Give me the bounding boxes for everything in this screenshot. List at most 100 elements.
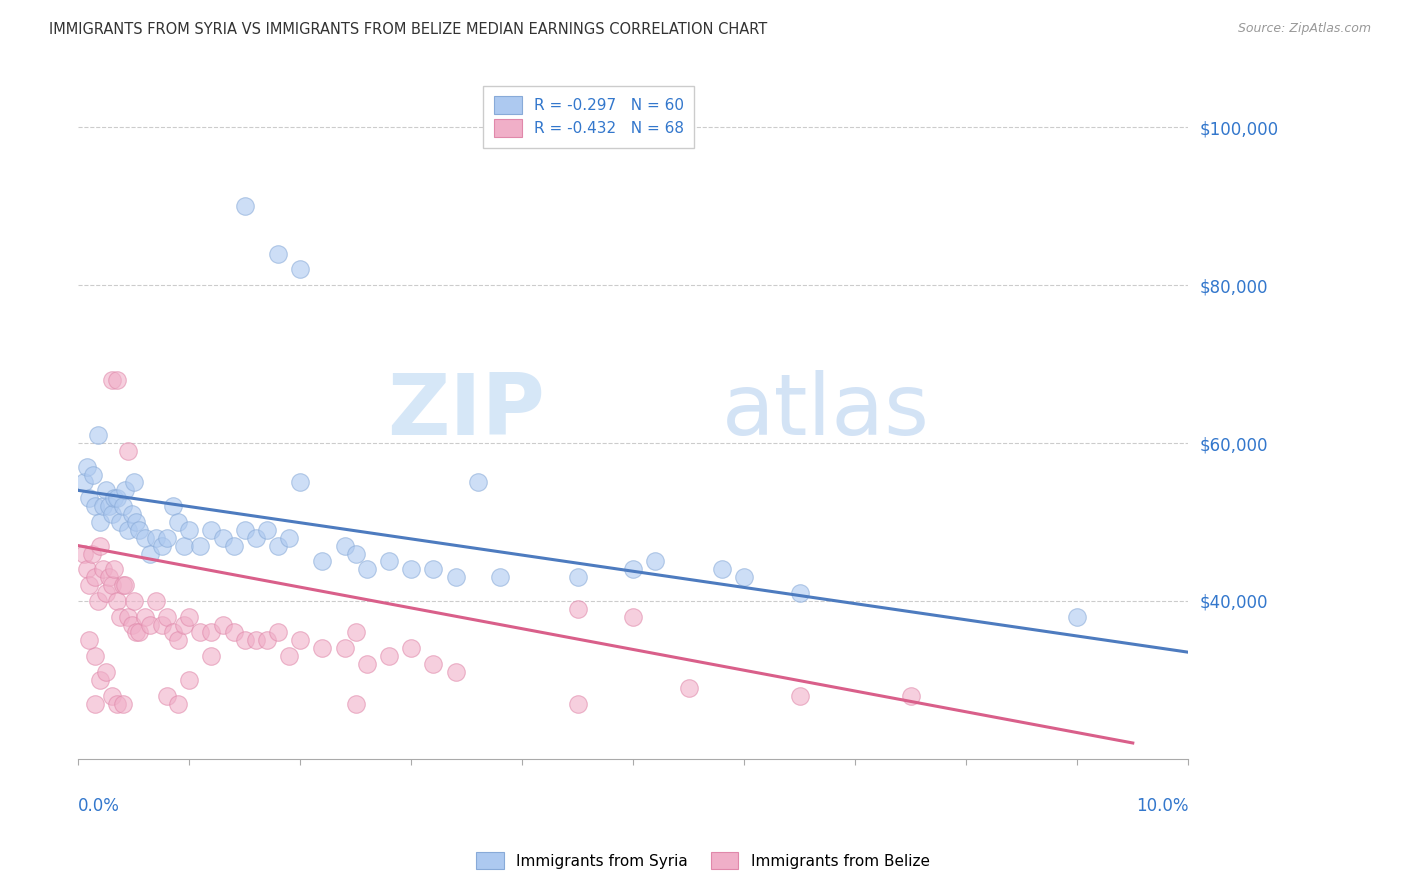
Point xyxy=(290,262,312,277)
Text: Source: ZipAtlas.com: Source: ZipAtlas.com xyxy=(1237,22,1371,36)
Point xyxy=(233,523,256,537)
Point xyxy=(98,570,121,584)
Point xyxy=(122,475,145,490)
Point xyxy=(267,246,290,260)
Point xyxy=(139,547,162,561)
Point xyxy=(1066,609,1088,624)
Point xyxy=(114,483,136,498)
Point xyxy=(73,475,96,490)
Point xyxy=(128,523,150,537)
Point xyxy=(87,428,110,442)
Point xyxy=(94,665,117,679)
Point xyxy=(84,499,107,513)
Point xyxy=(789,586,811,600)
Point xyxy=(79,491,101,506)
Point xyxy=(256,523,278,537)
Point xyxy=(211,531,233,545)
Point xyxy=(621,609,644,624)
Point xyxy=(267,539,290,553)
Point xyxy=(105,697,128,711)
Point xyxy=(145,594,167,608)
Point xyxy=(489,570,512,584)
Point xyxy=(100,578,122,592)
Y-axis label: Median Earnings: Median Earnings xyxy=(0,348,7,475)
Point xyxy=(105,594,128,608)
Point xyxy=(378,649,401,664)
Point xyxy=(356,562,378,576)
Text: atlas: atlas xyxy=(723,370,931,453)
Point xyxy=(267,625,290,640)
Point xyxy=(79,633,101,648)
Point xyxy=(278,531,301,545)
Point xyxy=(789,689,811,703)
Point xyxy=(190,625,212,640)
Point xyxy=(162,499,184,513)
Point xyxy=(91,562,114,576)
Point xyxy=(311,641,333,656)
Point xyxy=(401,641,423,656)
Point xyxy=(173,539,195,553)
Point xyxy=(621,562,644,576)
Point xyxy=(84,649,107,664)
Point xyxy=(110,515,132,529)
Point xyxy=(100,507,122,521)
Point xyxy=(105,491,128,506)
Point xyxy=(103,491,125,506)
Point xyxy=(89,673,111,687)
Point xyxy=(125,625,148,640)
Point xyxy=(117,443,139,458)
Point xyxy=(111,697,134,711)
Point xyxy=(125,515,148,529)
Point xyxy=(222,539,245,553)
Point xyxy=(145,531,167,545)
Point xyxy=(122,594,145,608)
Point xyxy=(644,554,666,568)
Point xyxy=(678,681,700,695)
Point xyxy=(344,697,367,711)
Point xyxy=(105,373,128,387)
Point xyxy=(333,539,356,553)
Point xyxy=(344,547,367,561)
Point xyxy=(211,617,233,632)
Point xyxy=(100,689,122,703)
Point xyxy=(156,689,179,703)
Point xyxy=(167,515,190,529)
Point xyxy=(344,625,367,640)
Point xyxy=(222,625,245,640)
Point xyxy=(103,562,125,576)
Point xyxy=(76,562,98,576)
Point xyxy=(711,562,734,576)
Point xyxy=(444,665,467,679)
Point xyxy=(80,547,103,561)
Point xyxy=(162,625,184,640)
Point xyxy=(150,617,173,632)
Legend: Immigrants from Syria, Immigrants from Belize: Immigrants from Syria, Immigrants from B… xyxy=(471,846,935,875)
Point xyxy=(117,609,139,624)
Point xyxy=(290,475,312,490)
Point xyxy=(82,467,104,482)
Legend: R = -0.297   N = 60, R = -0.432   N = 68: R = -0.297 N = 60, R = -0.432 N = 68 xyxy=(484,86,695,147)
Point xyxy=(139,617,162,632)
Text: IMMIGRANTS FROM SYRIA VS IMMIGRANTS FROM BELIZE MEDIAN EARNINGS CORRELATION CHAR: IMMIGRANTS FROM SYRIA VS IMMIGRANTS FROM… xyxy=(49,22,768,37)
Point xyxy=(134,609,156,624)
Point xyxy=(73,547,96,561)
Point xyxy=(117,523,139,537)
Point xyxy=(311,554,333,568)
Point xyxy=(89,515,111,529)
Point xyxy=(79,578,101,592)
Text: 10.0%: 10.0% xyxy=(1136,797,1188,815)
Point xyxy=(128,625,150,640)
Point xyxy=(422,562,444,576)
Point xyxy=(290,633,312,648)
Point xyxy=(110,609,132,624)
Point xyxy=(245,633,267,648)
Point xyxy=(134,531,156,545)
Point xyxy=(173,617,195,632)
Text: 0.0%: 0.0% xyxy=(79,797,120,815)
Point xyxy=(444,570,467,584)
Point xyxy=(179,523,201,537)
Point xyxy=(467,475,489,490)
Point xyxy=(111,578,134,592)
Point xyxy=(567,570,589,584)
Point xyxy=(333,641,356,656)
